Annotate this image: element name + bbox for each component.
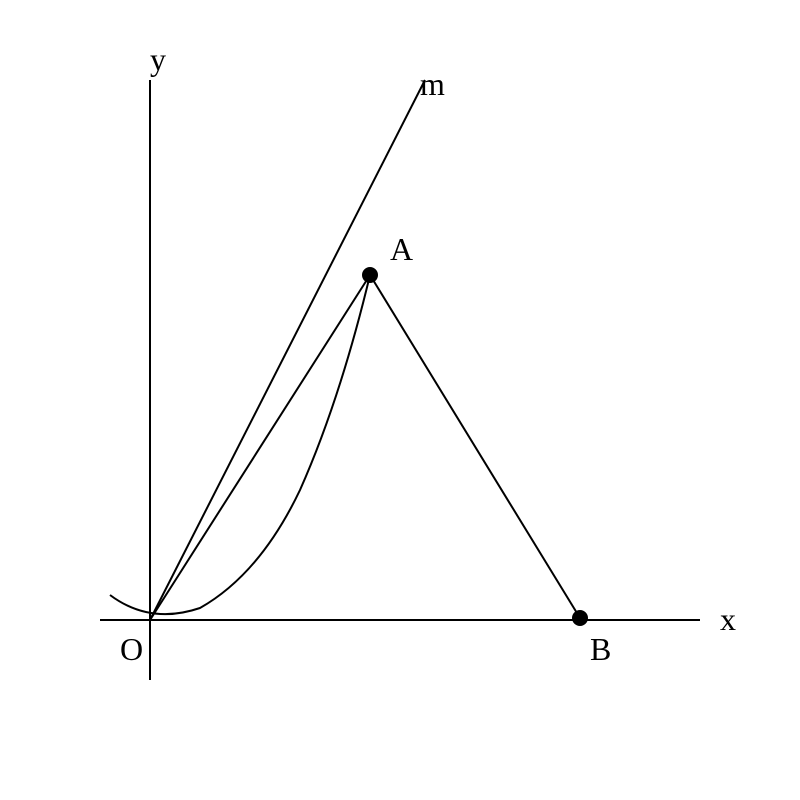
line-ab: [370, 275, 580, 618]
label-y: y: [150, 41, 166, 77]
point-b: [572, 610, 588, 626]
line-m: [150, 80, 425, 620]
label-x: x: [720, 601, 736, 637]
geometry-diagram: x y m O A B: [0, 0, 800, 800]
label-b: B: [590, 631, 611, 667]
label-m: m: [420, 66, 445, 102]
label-a: A: [390, 231, 413, 267]
line-oa: [150, 275, 370, 620]
label-o: O: [120, 631, 143, 667]
point-a: [362, 267, 378, 283]
